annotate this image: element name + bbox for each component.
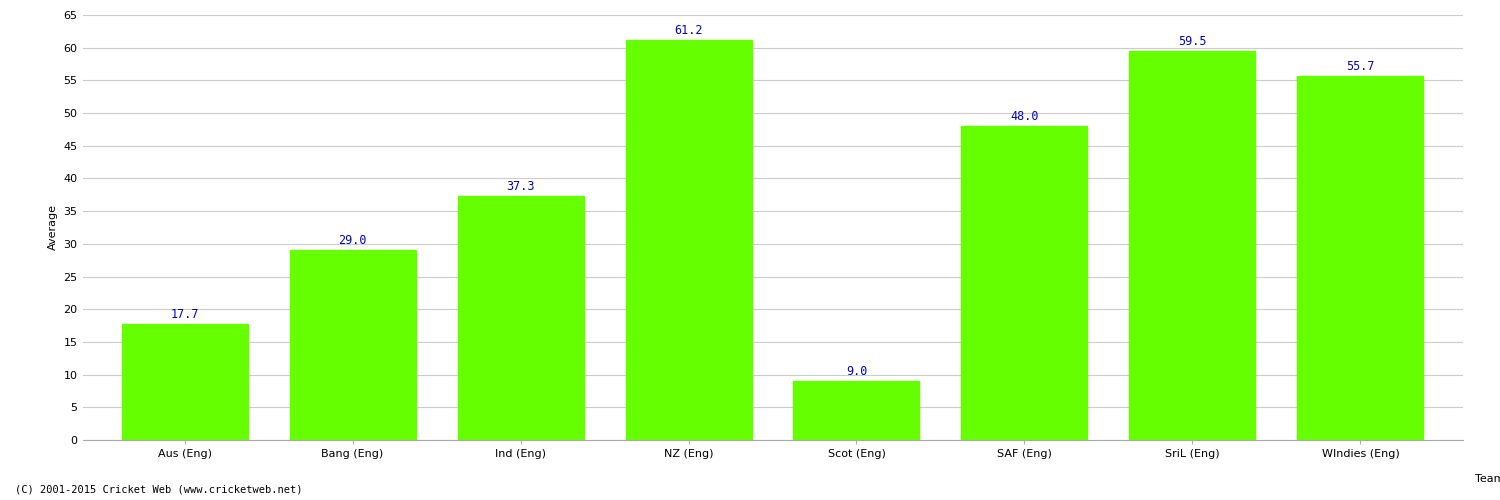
Text: 61.2: 61.2 [675, 24, 704, 36]
Bar [290, 250, 416, 440]
Text: 59.5: 59.5 [1178, 34, 1206, 48]
Text: 9.0: 9.0 [846, 365, 867, 378]
Bar [1130, 51, 1256, 440]
Bar [626, 40, 752, 440]
Text: (C) 2001-2015 Cricket Web (www.cricketweb.net): (C) 2001-2015 Cricket Web (www.cricketwe… [15, 485, 303, 495]
Text: 37.3: 37.3 [507, 180, 536, 193]
X-axis label: Team: Team [1476, 474, 1500, 484]
Text: 29.0: 29.0 [339, 234, 368, 247]
Text: 48.0: 48.0 [1010, 110, 1038, 123]
Bar [122, 324, 248, 440]
Bar [962, 126, 1088, 440]
Text: 55.7: 55.7 [1346, 60, 1374, 72]
Y-axis label: Average: Average [48, 204, 58, 250]
Text: 17.7: 17.7 [171, 308, 200, 321]
Bar [794, 381, 920, 440]
Bar [1298, 76, 1424, 440]
Bar [458, 196, 584, 440]
